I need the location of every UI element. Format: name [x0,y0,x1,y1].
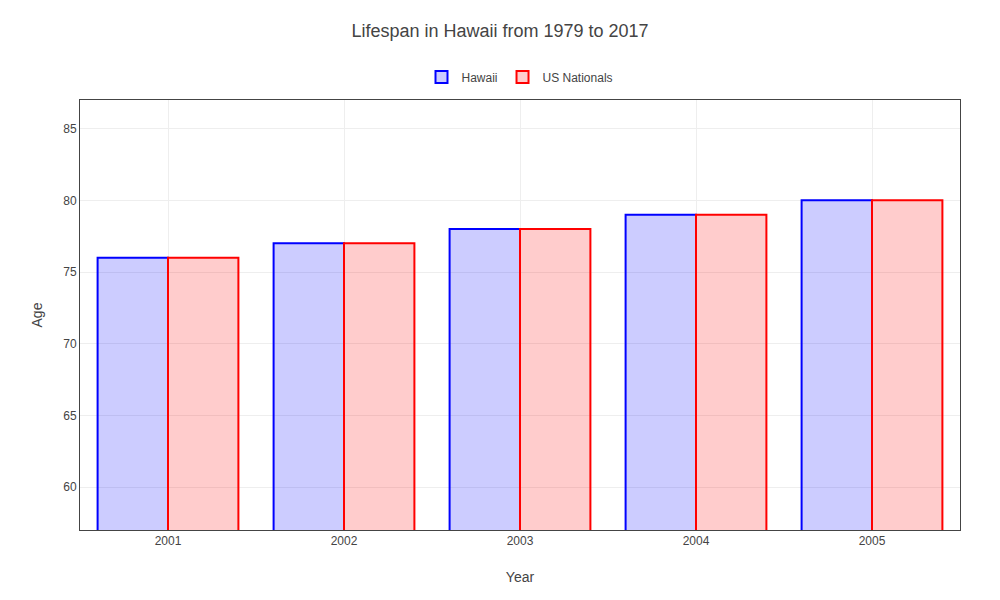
svg-text:65: 65 [63,409,77,423]
svg-text:2003: 2003 [507,534,534,548]
svg-text:85: 85 [63,122,77,136]
svg-text:US Nationals: US Nationals [543,71,613,85]
svg-text:Year: Year [506,569,535,585]
svg-text:60: 60 [63,480,77,494]
svg-text:Lifespan in Hawaii from 1979 t: Lifespan in Hawaii from 1979 to 2017 [351,21,648,41]
svg-text:2005: 2005 [859,534,886,548]
svg-text:75: 75 [63,265,77,279]
svg-text:2001: 2001 [155,534,182,548]
svg-text:80: 80 [63,194,77,208]
svg-text:Age: Age [29,302,45,327]
svg-text:Hawaii: Hawaii [462,71,498,85]
svg-text:2002: 2002 [331,534,358,548]
svg-text:70: 70 [63,337,77,351]
svg-text:2004: 2004 [683,534,710,548]
